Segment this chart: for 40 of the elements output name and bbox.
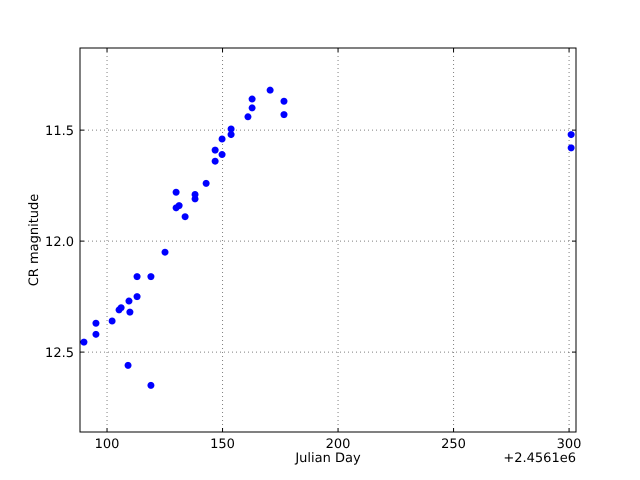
point xyxy=(212,158,219,165)
point xyxy=(244,113,252,120)
y-tick-label: 11.5 xyxy=(45,124,74,140)
x-tick-label: 100 xyxy=(94,437,120,452)
y-axis-title: CR magnitude xyxy=(27,194,42,286)
point xyxy=(176,202,183,210)
point xyxy=(280,111,288,118)
point xyxy=(248,104,256,112)
y-tick-label: 12.0 xyxy=(45,235,74,250)
point xyxy=(134,273,141,280)
text: +2.4561e6 xyxy=(503,451,576,466)
x-axis-title: Julian Day xyxy=(294,451,361,466)
point xyxy=(172,188,180,196)
point xyxy=(162,248,169,256)
x-tick-label: 200 xyxy=(326,437,350,452)
point xyxy=(126,308,134,316)
point xyxy=(266,86,274,94)
point xyxy=(568,144,575,152)
point xyxy=(125,298,132,305)
y-tick-label: 12.5 xyxy=(45,346,74,362)
point xyxy=(212,146,219,154)
point xyxy=(218,151,226,158)
point xyxy=(80,338,88,346)
point xyxy=(108,318,116,325)
point xyxy=(182,213,189,220)
point xyxy=(134,293,141,300)
point xyxy=(124,362,132,369)
x-tick-label: 150 xyxy=(210,437,235,452)
point xyxy=(202,180,210,187)
point xyxy=(280,98,288,105)
point xyxy=(228,131,235,138)
point xyxy=(248,96,256,103)
x-tick-label: 250 xyxy=(441,437,466,452)
point xyxy=(92,330,100,338)
point xyxy=(218,136,226,143)
point xyxy=(92,320,100,327)
point xyxy=(568,131,575,138)
point xyxy=(147,382,154,389)
point xyxy=(147,273,154,280)
x-tick-label: 300 xyxy=(556,437,582,452)
